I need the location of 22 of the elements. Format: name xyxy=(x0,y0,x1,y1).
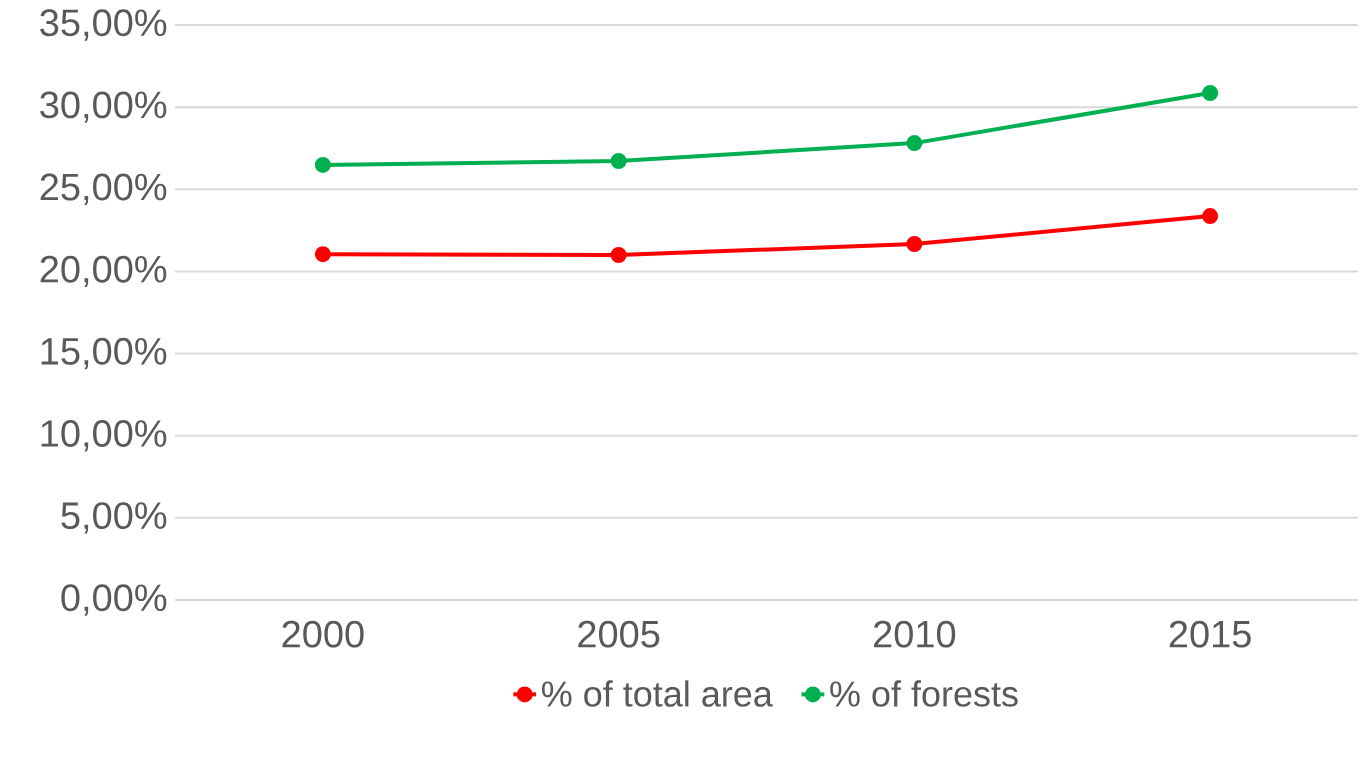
legend-label: % of forests xyxy=(830,680,1018,707)
y-tick-label: 25,00% xyxy=(40,173,167,205)
y-tick-label: 10,00% xyxy=(41,420,167,452)
y-tick-label: 15,00% xyxy=(41,337,167,370)
y-tick-label: 0,00% xyxy=(61,584,167,616)
y-tick-label: 30,00% xyxy=(40,91,167,123)
point xyxy=(610,153,627,170)
y-tick-label: 35,00% xyxy=(40,9,167,41)
point xyxy=(314,246,331,263)
y-tick-label: 20,00% xyxy=(40,255,167,288)
point xyxy=(314,156,331,173)
point xyxy=(906,235,923,252)
point xyxy=(906,135,923,152)
point xyxy=(1202,85,1219,102)
legend-label: % of total area xyxy=(542,680,773,707)
y-tick-label: 5,00% xyxy=(61,502,167,534)
point xyxy=(610,246,627,263)
x-tick-label: 2010 xyxy=(874,620,956,648)
x-tick-label: 2005 xyxy=(578,620,660,648)
x-tick-label: 2000 xyxy=(282,620,364,648)
point xyxy=(1202,208,1219,225)
x-tick-label: 2015 xyxy=(1169,620,1251,648)
